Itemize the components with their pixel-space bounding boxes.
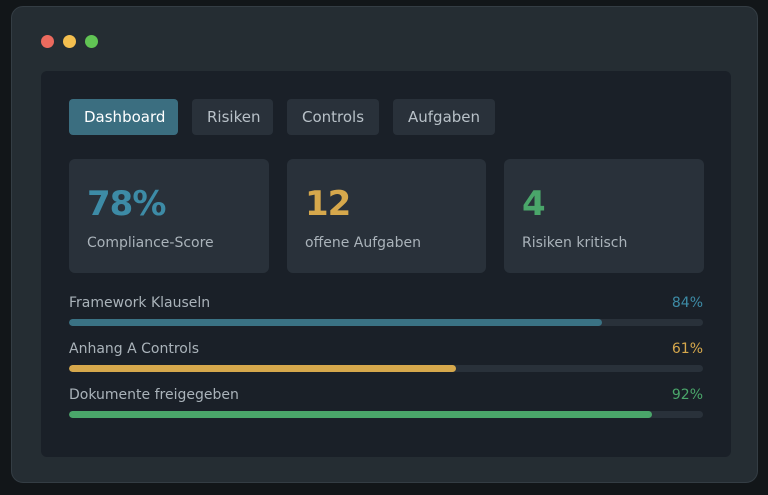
progress-label: Anhang A Controls [69, 341, 200, 357]
stat-value: 78% [87, 184, 166, 224]
progress-track [69, 411, 703, 418]
progress-percent: 92% [671, 387, 703, 403]
dashboard-panel: Dashboard Risiken Controls Aufgaben 78% … [41, 71, 731, 457]
tab-aufgaben[interactable]: Aufgaben [393, 99, 495, 135]
maximize-icon[interactable] [85, 35, 98, 48]
tab-controls[interactable]: Controls [287, 99, 379, 135]
progress-item: Framework Klauseln 84% [69, 293, 703, 339]
progress-item: Anhang A Controls 61% [69, 339, 703, 385]
progress-item: Dokumente freigegeben 92% [69, 385, 703, 431]
stat-card-compliance: 78% Compliance-Score [69, 159, 269, 273]
progress-track [69, 365, 703, 372]
stat-card-open-tasks: 12 offene Aufgaben [287, 159, 486, 273]
stat-cards: 78% Compliance-Score 12 offene Aufgaben … [69, 159, 704, 273]
stat-label: Risiken kritisch [522, 235, 628, 251]
progress-fill [69, 411, 653, 418]
close-icon[interactable] [41, 35, 54, 48]
window-controls [41, 35, 98, 48]
stat-label: Compliance-Score [87, 235, 214, 251]
progress-fill [69, 365, 456, 372]
tab-dashboard[interactable]: Dashboard [69, 99, 178, 135]
progress-track [69, 319, 703, 326]
progress-list: Framework Klauseln 84% Anhang A Controls… [69, 293, 703, 431]
app-window: Dashboard Risiken Controls Aufgaben 78% … [11, 6, 758, 483]
stat-value: 12 [305, 184, 351, 224]
tab-bar: Dashboard Risiken Controls Aufgaben [69, 99, 495, 135]
progress-fill [69, 319, 602, 326]
stat-card-critical-risks: 4 Risiken kritisch [504, 159, 704, 273]
progress-label: Framework Klauseln [69, 295, 211, 311]
minimize-icon[interactable] [63, 35, 76, 48]
stat-label: offene Aufgaben [305, 235, 421, 251]
stat-value: 4 [522, 184, 546, 224]
progress-label: Dokumente freigegeben [69, 387, 239, 403]
tab-risiken[interactable]: Risiken [192, 99, 273, 135]
progress-percent: 84% [671, 295, 703, 311]
progress-percent: 61% [671, 341, 703, 357]
